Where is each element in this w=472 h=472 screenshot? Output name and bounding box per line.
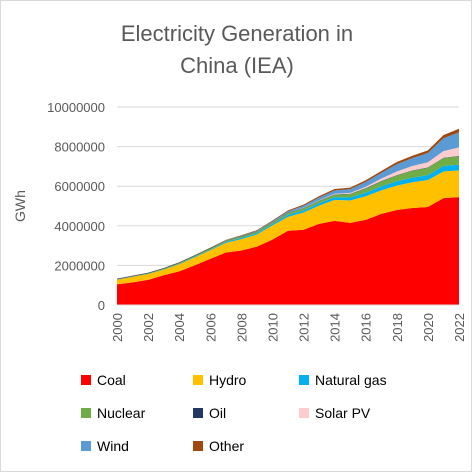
y-tick-label-1: 2000000 <box>54 258 105 273</box>
legend-swatch-coal <box>81 375 91 385</box>
y-tick-label-3: 6000000 <box>54 179 105 194</box>
y-tick-label-0: 0 <box>98 298 105 313</box>
x-tick-label-10: 2020 <box>421 313 436 342</box>
area-series-coal <box>117 197 459 305</box>
y-tick-labels: 0 2000000 4000000 6000000 8000000 10000000 <box>47 100 105 313</box>
y-tick-label-4: 8000000 <box>54 140 105 155</box>
legend-swatch-hydro <box>193 375 203 385</box>
x-tick-label-11: 2022 <box>452 313 467 342</box>
legend-swatch-solar-pv <box>299 408 309 418</box>
legend: Coal Hydro Natural gas Nuclear Oil Solar PV Wi… <box>81 372 387 454</box>
x-tick-label-2: 2004 <box>172 313 187 342</box>
legend-swatch-oil <box>193 408 203 418</box>
legend-label-nuclear: Nuclear <box>97 405 146 421</box>
area-layer <box>117 128 459 305</box>
legend-label-hydro: Hydro <box>209 372 247 388</box>
legend-label-wind: Wind <box>97 438 129 454</box>
legend-label-natural-gas: Natural gas <box>315 372 387 388</box>
area-series-hydro <box>117 170 459 285</box>
legend-swatch-other <box>193 441 203 451</box>
area-series-natural-gas <box>117 164 459 280</box>
y-tick-label-2: 4000000 <box>54 219 105 234</box>
legend-swatch-natural-gas <box>299 375 309 385</box>
x-tick-label-8: 2016 <box>359 313 374 342</box>
legend-label-oil: Oil <box>209 405 226 421</box>
chart-title-line-2: China (IEA) <box>180 53 294 78</box>
x-tick-label-6: 2012 <box>297 313 312 342</box>
x-tick-label-4: 2008 <box>234 313 249 342</box>
x-tick-labels: 2000 2002 2004 2006 2008 2010 2012 2014 2016 2018… <box>110 313 467 342</box>
y-axis-label: GWh <box>12 190 28 222</box>
x-tick-label-1: 2002 <box>141 313 156 342</box>
legend-label-coal: Coal <box>97 372 126 388</box>
x-tick-label-5: 2010 <box>265 313 280 342</box>
y-tick-label-5: 10000000 <box>47 100 105 115</box>
x-tick-label-3: 2006 <box>203 313 218 342</box>
area-series-nuclear <box>117 156 459 280</box>
legend-label-solar-pv: Solar PV <box>315 405 371 421</box>
legend-swatch-nuclear <box>81 408 91 418</box>
x-tick-label-9: 2018 <box>390 313 405 342</box>
chart-title-line-1: Electricity Generation in <box>121 21 353 46</box>
x-tick-label-7: 2014 <box>328 313 343 342</box>
area-series-oil <box>117 155 459 280</box>
legend-swatch-wind <box>81 441 91 451</box>
x-tick-label-0: 2000 <box>110 313 125 342</box>
legend-label-other: Other <box>209 438 244 454</box>
